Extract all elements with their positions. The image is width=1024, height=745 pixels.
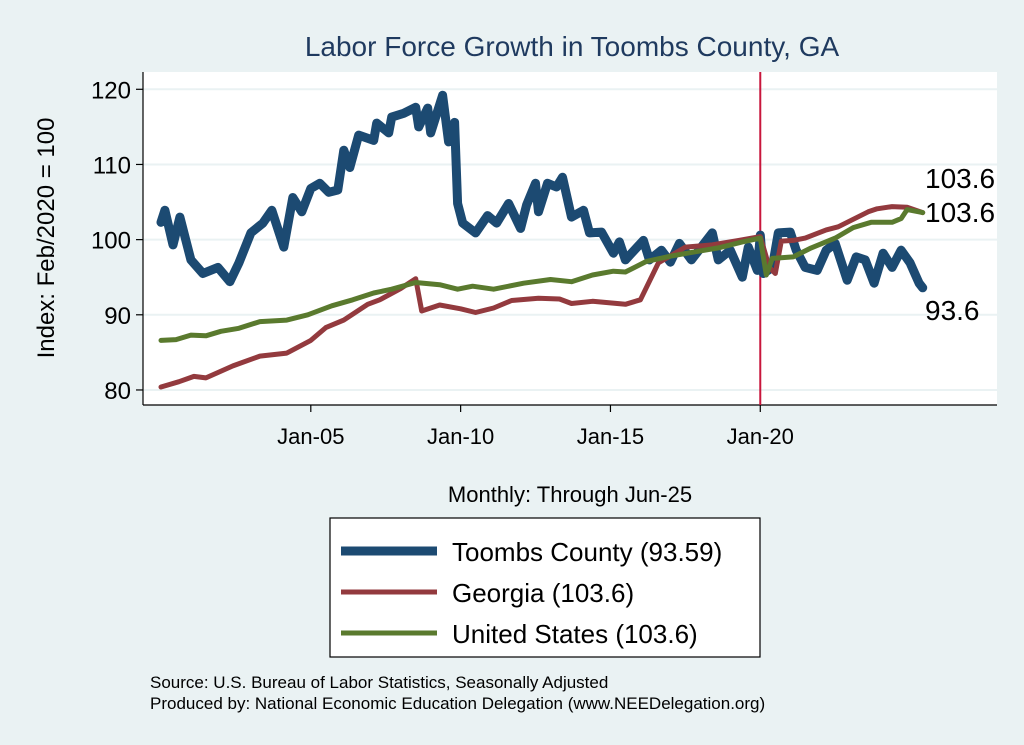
series-line-united-states: [158, 207, 926, 343]
x-tick-label: Jan-15: [577, 424, 644, 449]
end-label-united-states: 103.6: [925, 197, 995, 228]
series-group: [156, 90, 928, 390]
legend-label-georgia: Georgia (103.6): [452, 578, 634, 608]
x-axis-label: Monthly: Through Jun-25: [448, 482, 692, 507]
source-note: Source: U.S. Bureau of Labor Statistics,…: [150, 673, 608, 692]
y-axis: 80 90 100 110 120: [91, 77, 143, 405]
x-tick-label: Jan-20: [727, 424, 794, 449]
y-tick-label: 90: [104, 303, 131, 330]
end-label-georgia: 103.6: [925, 163, 995, 194]
legend-label-toombs: Toombs County (93.59): [452, 537, 722, 567]
series-line-georgia: [158, 204, 926, 390]
y-axis-label: Index: Feb/2020 = 100: [33, 118, 60, 359]
y-tick-label: 80: [104, 378, 131, 405]
x-tick-label: Jan-10: [427, 424, 494, 449]
legend: Toombs County (93.59) Georgia (103.6) Un…: [329, 517, 761, 658]
x-axis: Jan-05 Jan-10 Jan-15 Jan-20: [277, 405, 794, 449]
legend-label-united-states: United States (103.6): [452, 619, 698, 649]
y-tick-label: 120: [91, 77, 131, 104]
end-label-toombs: 93.6: [925, 295, 980, 326]
y-tick-label: 110: [93, 152, 131, 179]
series-line-toombs: [156, 90, 928, 293]
produced-by-note: Produced by: National Economic Education…: [150, 694, 765, 713]
chart-title: Labor Force Growth in Toombs County, GA: [305, 31, 840, 62]
y-tick-label: 100: [91, 228, 131, 255]
x-tick-label: Jan-05: [277, 424, 344, 449]
